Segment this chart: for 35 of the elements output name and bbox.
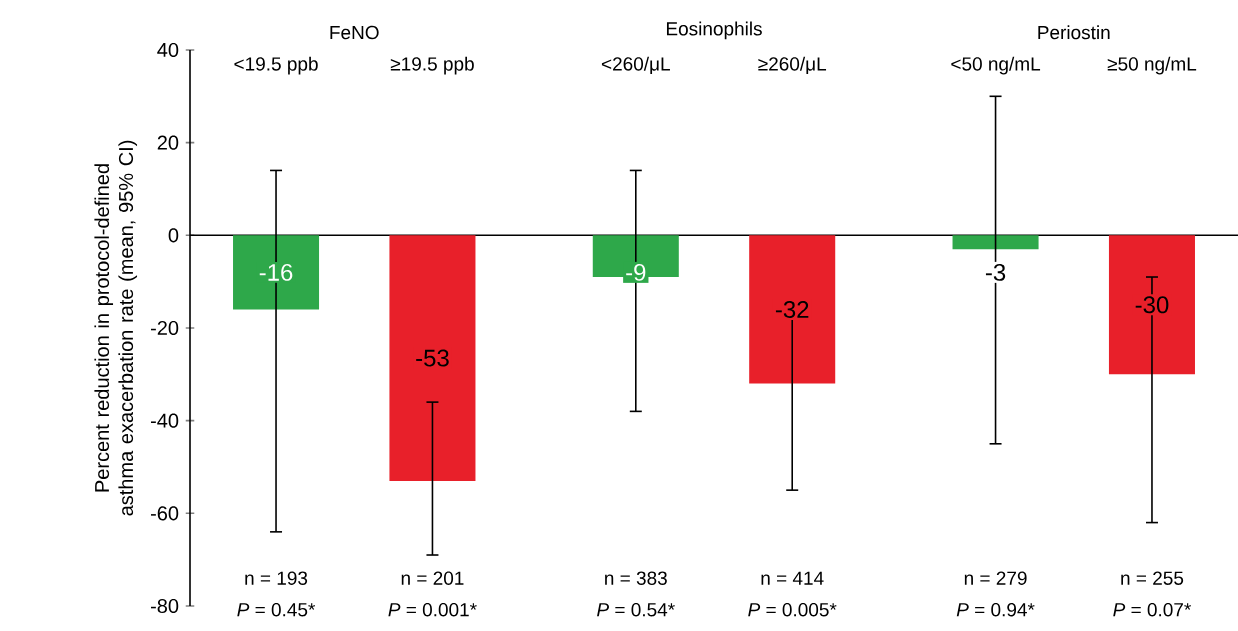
annotation: P = 0.54* <box>597 602 675 617</box>
y-tick-label: 40 <box>157 42 179 58</box>
x-tick-label: ≥19.5 ppb <box>390 56 474 75</box>
annotation: n = 193 <box>245 571 308 585</box>
annotation: n = 255 <box>1121 571 1184 585</box>
text: Periostin <box>1038 25 1110 40</box>
x-tick-label: <260/μL <box>601 56 670 75</box>
data-label: -32 <box>775 300 809 318</box>
annotation: P = 0.07* <box>1113 602 1191 617</box>
data-label: -16 <box>259 263 293 281</box>
x-tick-label: ≥50 ng/mL <box>1107 56 1197 75</box>
y-tick-label: -60 <box>150 506 179 521</box>
annotation: n = 279 <box>964 571 1027 585</box>
annotation: P = 0.001* <box>388 602 477 617</box>
data-label: -53 <box>416 349 449 367</box>
annotation: P = 0.45* <box>237 602 316 617</box>
data-label: -9 <box>626 263 646 281</box>
y-tick-label: 0 <box>168 228 179 243</box>
annotation: n = 383 <box>605 571 667 585</box>
x-tick-label: ≥260/μL <box>758 56 827 75</box>
y-axis-title: Percent reduction in protocol-defined asthma exacerbation rate (mean, 95% CI) <box>94 140 138 516</box>
text: Eosinophils <box>666 21 762 40</box>
annotation: n = 201 <box>401 571 464 585</box>
annotation: n = 414 <box>761 571 824 585</box>
annotation: P = 0.94* <box>956 602 1035 617</box>
data-label: -30 <box>1135 296 1169 314</box>
text: FeNO <box>330 25 379 40</box>
y-tick-label: -20 <box>150 320 179 336</box>
x-tick-label: <50 ng/mL <box>951 56 1041 75</box>
data-label: -3 <box>985 263 1006 281</box>
y-tick-label: -80 <box>150 598 179 614</box>
y-tick-label: 20 <box>157 135 179 150</box>
x-tick-label: <19.5 ppb <box>234 56 318 75</box>
annotation: P = 0.005* <box>748 602 837 617</box>
y-tick-label: -40 <box>150 413 179 428</box>
